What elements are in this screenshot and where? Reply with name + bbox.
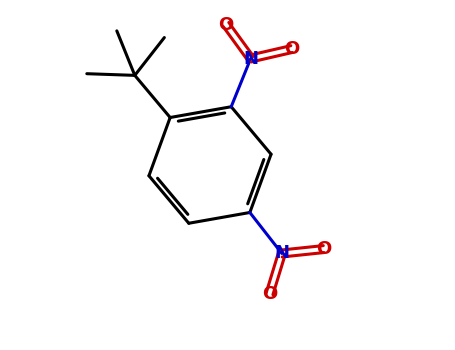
Text: N: N — [243, 50, 258, 68]
Text: N: N — [274, 244, 289, 262]
Text: O: O — [262, 285, 277, 303]
Text: O: O — [316, 240, 331, 258]
Text: O: O — [284, 40, 299, 58]
Text: O: O — [218, 15, 233, 34]
